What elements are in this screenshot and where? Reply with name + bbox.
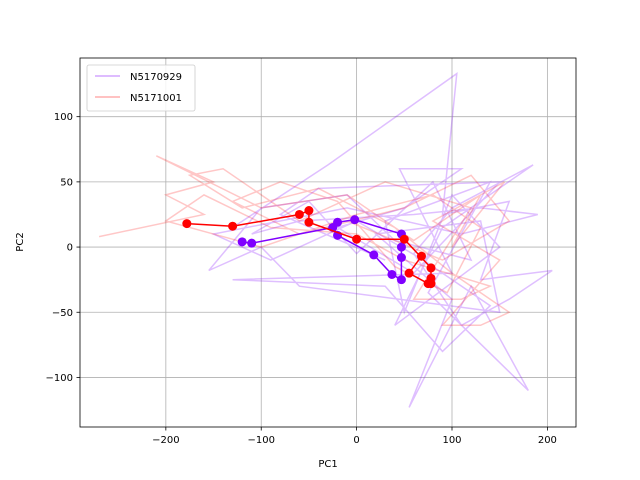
data-point-n5170929 — [247, 238, 257, 248]
data-point-n5171001 — [182, 219, 192, 229]
data-point-n5171001 — [304, 206, 314, 216]
data-point-n5170929 — [237, 237, 247, 247]
data-point-n5171001 — [426, 263, 436, 273]
series-paths — [182, 206, 436, 289]
y-axis-ticks: −100 −50 0 50 100 — [46, 112, 80, 384]
x-tick-label: −100 — [247, 435, 274, 446]
y-tick-label: 0 — [67, 243, 73, 254]
data-point-n5170929 — [333, 217, 343, 227]
data-point-n5171001 — [399, 234, 409, 244]
data-point-n5170929 — [396, 275, 406, 285]
x-axis-ticks: −200 −100 0 100 200 — [152, 427, 557, 446]
data-point-n5170929 — [396, 242, 406, 252]
data-point-n5171001 — [404, 268, 414, 278]
y-tick-label: 100 — [54, 112, 73, 123]
x-axis-label: PC1 — [318, 459, 337, 470]
trace-line-n5171001 — [98, 155, 511, 327]
y-axis-label: PC2 — [15, 232, 26, 251]
axes-frame — [79, 57, 577, 428]
legend-label-n5171001: N5171001 — [130, 93, 182, 104]
data-point-n5170929 — [350, 215, 360, 225]
x-tick-label: −200 — [152, 435, 179, 446]
data-point-n5171001 — [352, 234, 362, 244]
x-tick-label: 0 — [353, 435, 359, 446]
data-point-n5170929 — [369, 250, 379, 260]
series-traces — [98, 72, 553, 408]
x-tick-label: 200 — [538, 435, 557, 446]
y-tick-label: 50 — [60, 177, 73, 188]
data-point-n5171001 — [228, 221, 238, 231]
data-point-n5171001 — [294, 209, 304, 219]
legend-label-n5170929: N5170929 — [130, 72, 182, 83]
data-point-n5170929 — [387, 269, 397, 279]
legend: N5170929 N5171001 — [86, 64, 196, 112]
data-point-n5171001 — [416, 251, 426, 261]
data-point-n5171001 — [423, 279, 433, 289]
y-tick-label: −50 — [52, 308, 73, 319]
trace-line-n5170929 — [208, 72, 553, 408]
data-point-n5171001 — [304, 217, 314, 227]
legend-box — [86, 64, 196, 112]
x-tick-label: 100 — [442, 435, 461, 446]
y-tick-label: −100 — [46, 373, 73, 384]
plot-area — [98, 72, 553, 408]
data-point-n5170929 — [396, 252, 406, 262]
